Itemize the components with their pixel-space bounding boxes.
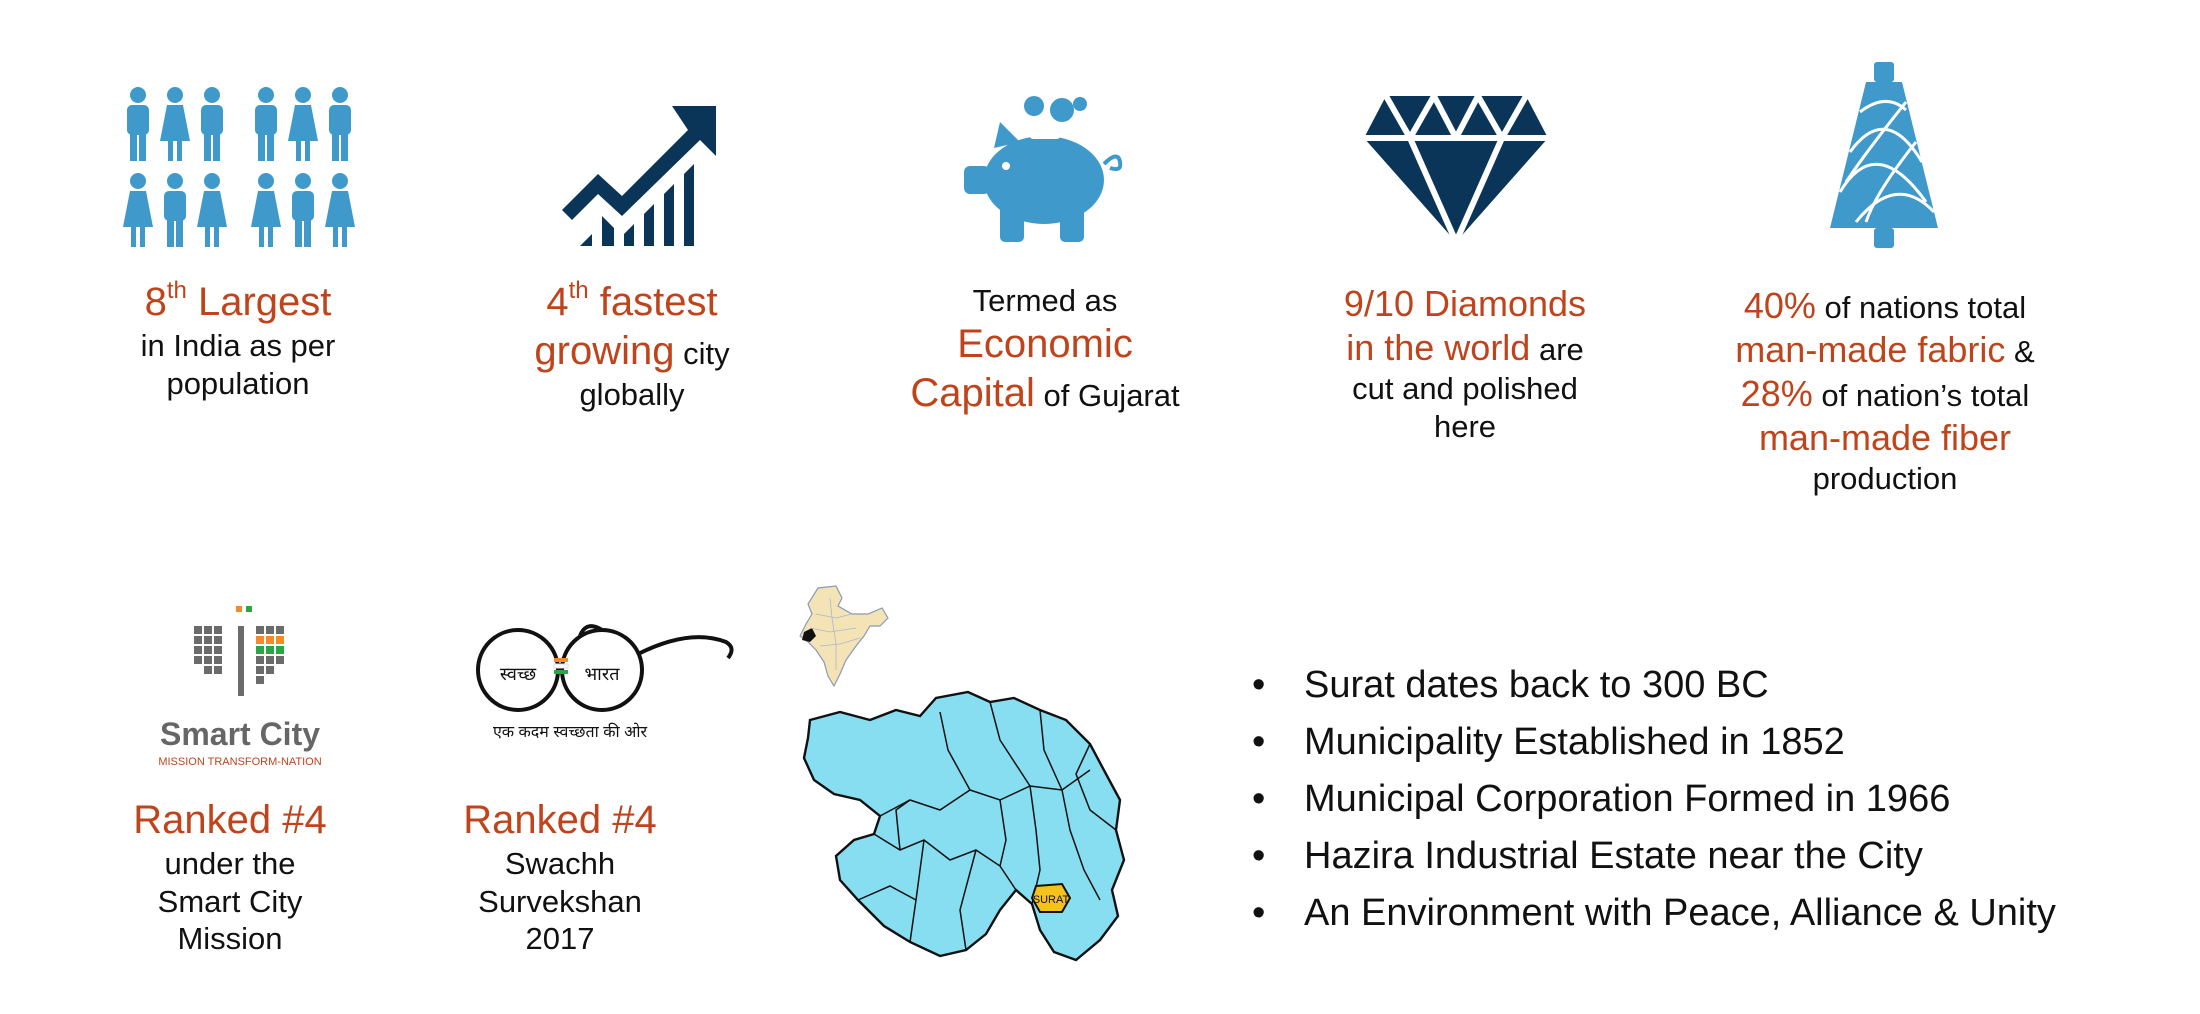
stat-diamonds-highlight: 9/10 Diamonds — [1343, 283, 1587, 324]
smart-city-text: Smart City — [157, 883, 303, 919]
bullet-text: An Environment with Peace, Alliance & Un… — [1304, 892, 2056, 934]
smart-city-emblem-icon — [194, 606, 284, 696]
history-bullet-list: • Surat dates back to 300 BC • Municipalit… — [1250, 664, 2150, 949]
stat-textiles-highlight: 28% — [1740, 372, 1813, 414]
stat-textiles-highlight: 40% — [1743, 285, 1816, 326]
stat-economic-highlight: Capital — [910, 370, 1035, 415]
bullet-text: Surat dates back to 300 BC — [1304, 664, 1769, 706]
stat-swachh: Ranked #4 Swachh Survekshan 2017 — [430, 796, 690, 958]
bullet-marker: • — [1252, 721, 1266, 763]
swachh-logo-word: स्वच्छ — [499, 664, 537, 684]
stat-growth-highlight: growing — [534, 328, 675, 373]
gujarat-map: SURAT — [802, 690, 1126, 962]
swachh-logo-tagline: एक कदम स्वच्छता की ओर — [492, 724, 648, 741]
stat-economic-highlight: Economic — [957, 321, 1133, 366]
smart-city-logo-text: Smart City — [159, 716, 321, 752]
smart-city-rank: Ranked #4 — [133, 798, 327, 842]
stat-economic-capital: Termed as Economic Capital of Gujarat — [880, 282, 1210, 417]
stat-diamonds-text: cut and polished — [1352, 370, 1578, 406]
bullet-marker: • — [1252, 778, 1266, 820]
bharat-logo-word: भारत — [584, 664, 620, 684]
bullet-marker: • — [1252, 835, 1266, 877]
stat-textiles-text: production — [1812, 460, 1958, 496]
stat-population-text: in India as per — [140, 327, 336, 363]
stat-textiles-highlight: man-made fabric — [1735, 328, 2006, 370]
stat-smart-city: Ranked #4 under the Smart City Mission — [100, 796, 360, 958]
growth-chart-icon — [562, 106, 716, 246]
diamond-icon — [1364, 94, 1548, 242]
stat-textiles-text: & — [2005, 333, 2035, 369]
bullet-item: • Hazira Industrial Estate near the City — [1250, 835, 2150, 878]
stat-economic-text: Termed as — [972, 283, 1118, 318]
stat-diamonds-text: here — [1433, 408, 1497, 444]
bullet-item: • Municipality Established in 1852 — [1250, 721, 2150, 764]
smart-city-text: Mission — [177, 921, 283, 957]
stat-diamonds: 9/10 Diamonds in the world are cut and p… — [1300, 282, 1630, 445]
swachh-rank: Ranked #4 — [463, 798, 657, 842]
stat-economic-text: of Gujarat — [1034, 377, 1180, 413]
bullet-item: • Municipal Corporation Formed in 1966 — [1250, 778, 2150, 821]
stat-textiles-text: of nation’s total — [1812, 377, 2030, 413]
stat-textiles-highlight: man-made fiber — [1758, 416, 2012, 458]
smart-city-logo: Smart City MISSION TRANSFORM-NATION — [140, 604, 340, 774]
swachh-bharat-logo: स्वच्छ भारत एक कदम स्वच्छता की ओर — [470, 618, 740, 748]
piggy-bank-icon — [964, 96, 1123, 242]
bullet-text: Hazira Industrial Estate near the City — [1304, 835, 1923, 877]
spectacles-icon — [476, 624, 734, 712]
bullet-marker: • — [1252, 664, 1266, 706]
stat-population-text: population — [166, 365, 310, 401]
thread-spool-icon — [1830, 62, 1938, 248]
bullet-item: • Surat dates back to 300 BC — [1250, 664, 2150, 707]
stat-growth-headline: 4th fastest — [546, 277, 718, 324]
stat-population-headline: 8th Largest — [144, 277, 332, 324]
india-inset-map — [799, 585, 889, 688]
stat-population: 8th Largest in India as per population — [88, 278, 388, 402]
smart-city-text: under the — [164, 845, 296, 881]
swachh-text: Swachh — [504, 845, 616, 881]
bullet-item: • An Environment with Peace, Alliance & U… — [1250, 892, 2150, 935]
surat-map-label: SURAT — [1033, 894, 1070, 906]
swachh-text: Survekshan — [478, 883, 642, 919]
swachh-text: 2017 — [525, 921, 595, 957]
bullet-marker: • — [1252, 892, 1266, 934]
stat-diamonds-highlight: in the world — [1346, 326, 1531, 368]
stat-textiles-text: of nations total — [1815, 290, 2027, 325]
bullet-text: Municipality Established in 1852 — [1304, 721, 1845, 763]
stat-textiles: 40% of nations total man-made fabric & 2… — [1700, 284, 2070, 497]
stat-growth-text: city — [674, 335, 730, 371]
people-icon — [123, 87, 355, 247]
stat-growth-text: globally — [579, 376, 685, 412]
smart-city-logo-subtitle: MISSION TRANSFORM-NATION — [158, 756, 322, 768]
bullet-text: Municipal Corporation Formed in 1966 — [1304, 778, 1951, 820]
stat-diamonds-text: are — [1530, 331, 1584, 367]
stat-growth: 4th fastest growing city globally — [482, 278, 782, 413]
